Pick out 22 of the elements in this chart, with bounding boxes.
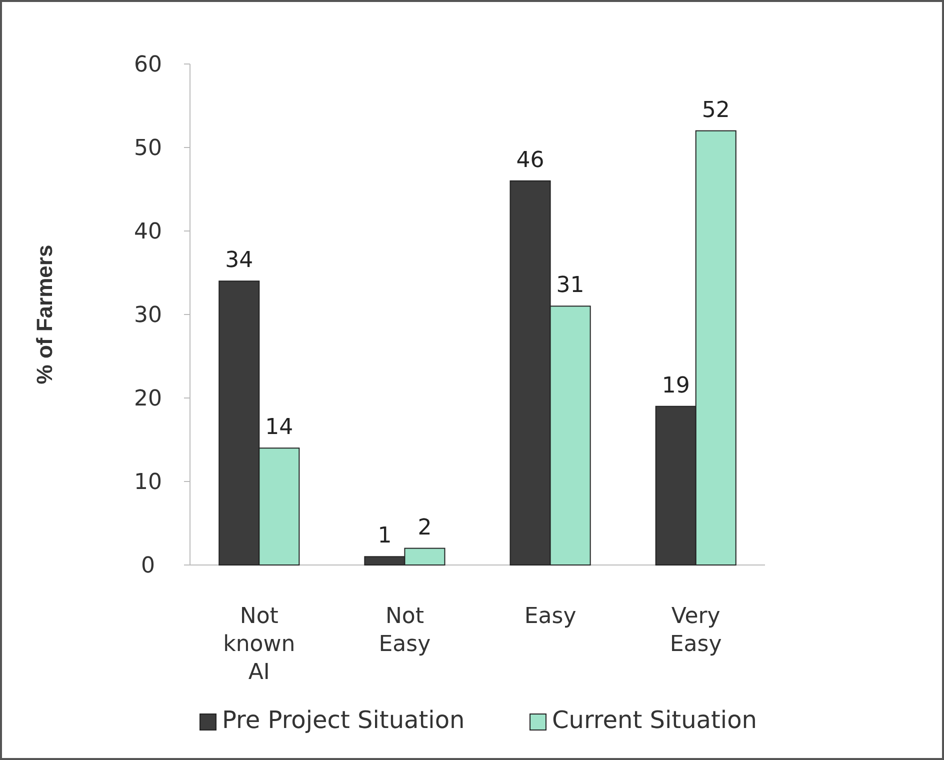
y-tick-label: 10 xyxy=(134,470,162,496)
y-tick-label: 30 xyxy=(134,303,162,328)
data-label: 2 xyxy=(418,515,432,540)
y-tick-label: 50 xyxy=(134,136,162,162)
x-tick-label: Very Easy xyxy=(670,604,722,657)
data-label: 14 xyxy=(265,415,294,440)
x-tick-label: Not known AI xyxy=(223,604,296,685)
x-tick-label: Not Easy xyxy=(378,604,431,657)
data-label: 46 xyxy=(516,148,544,173)
y-axis-title: % of Farmers xyxy=(32,244,57,384)
data-label: 19 xyxy=(662,373,690,398)
y-tick-label: 40 xyxy=(134,220,162,245)
y-tick-label: 0 xyxy=(141,554,155,579)
data-label: 52 xyxy=(702,98,730,123)
y-tick-label: 60 xyxy=(134,52,162,78)
data-label: 1 xyxy=(378,524,392,549)
y-tick-label: 20 xyxy=(134,386,162,412)
legend-label: Pre Project Situation xyxy=(222,706,465,734)
legend-label: Current Situation xyxy=(552,706,757,734)
data-label: 34 xyxy=(225,248,254,274)
x-tick-label: Easy xyxy=(524,604,576,629)
data-label: 31 xyxy=(556,273,584,298)
